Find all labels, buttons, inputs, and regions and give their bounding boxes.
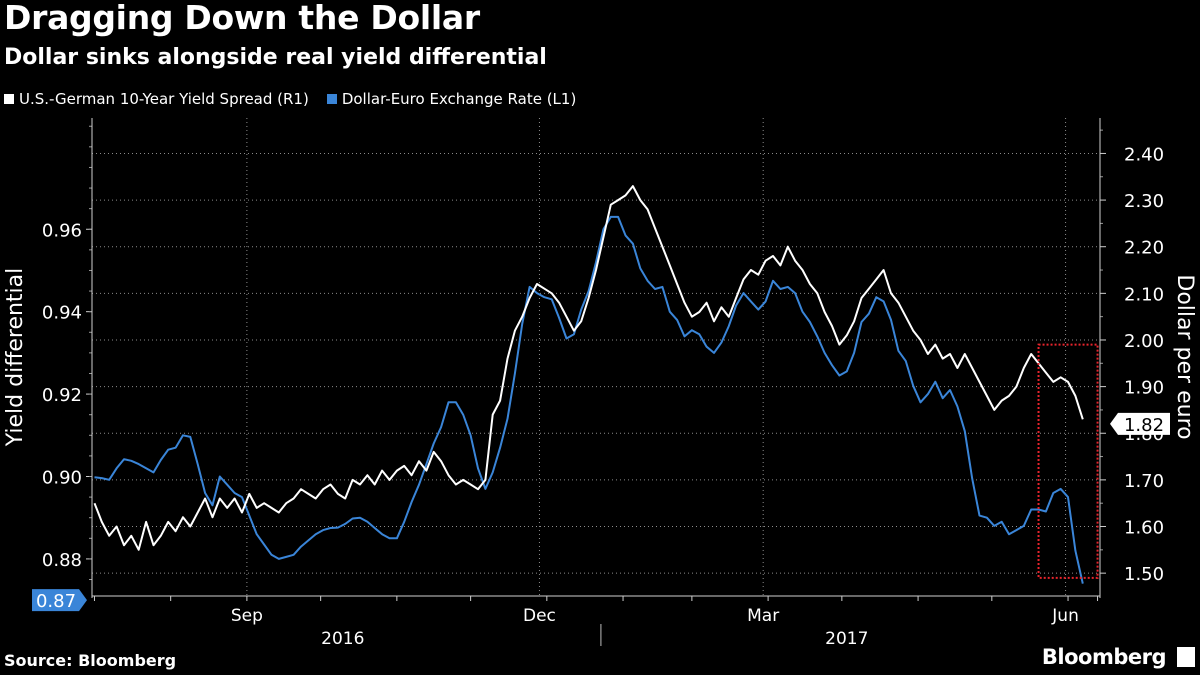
last-value-label-spread: 1.82 — [1124, 415, 1164, 436]
chart-subtitle: Dollar sinks alongside real yield differ… — [4, 45, 547, 70]
brand-logo: Bloomberg — [1041, 645, 1167, 669]
legend-swatch-exchange — [326, 94, 337, 104]
last-value-label-exchange: 0.87 — [36, 591, 76, 612]
x-axis-year-label: 2016 — [321, 629, 364, 649]
last-value-badge-exchange — [32, 589, 87, 612]
x-axis-month-label: Sep — [231, 606, 263, 626]
right-axis-title: Dollar per euro — [1172, 274, 1197, 439]
series-line-yield-spread — [93, 185, 1084, 551]
x-axis-month-label: Dec — [523, 606, 556, 626]
right-axis-tick-label: 1.70 — [1124, 471, 1164, 492]
chart-title: Dragging Down the Dollar — [4, 0, 480, 37]
series-line-exchange-rate — [94, 215, 1084, 584]
legend: U.S.-German 10-Year Yield Spread (R1) Do… — [4, 90, 594, 108]
right-axis-tick-label: 2.10 — [1124, 284, 1164, 305]
x-axis-month-label: Mar — [747, 606, 779, 626]
brand-icon — [1177, 647, 1195, 667]
left-axis-title: Yield differential — [3, 268, 28, 448]
legend-label-exchange: Dollar-Euro Exchange Rate (L1) — [341, 90, 577, 108]
right-axis-tick-label: 2.00 — [1124, 331, 1164, 352]
legend-label-spread: U.S.-German 10-Year Yield Spread (R1) — [19, 90, 309, 108]
left-axis-tick-label: 0.92 — [42, 385, 82, 406]
x-axis-year-label: 2017 — [825, 629, 868, 649]
right-axis-tick-label: 2.30 — [1124, 191, 1164, 212]
legend-swatch-spread — [4, 94, 14, 104]
right-axis-tick-label: 1.90 — [1124, 378, 1164, 399]
x-axis-month-label: Jun — [1051, 606, 1079, 626]
right-axis-tick-label: 1.50 — [1124, 564, 1164, 585]
source-note: Source: Bloomberg — [4, 651, 177, 670]
left-axis-tick-label: 0.96 — [42, 220, 82, 241]
left-axis-tick-label: 0.94 — [42, 303, 82, 324]
highlight-box — [1037, 343, 1099, 579]
legend-item-exchange: Dollar-Euro Exchange Rate (L1) — [326, 90, 577, 108]
right-axis-tick-label: 2.20 — [1124, 238, 1164, 259]
right-axis-tick-label: 1.60 — [1124, 518, 1164, 539]
right-axis-tick-label: 2.40 — [1124, 144, 1164, 165]
left-axis-tick-label: 0.88 — [42, 550, 82, 571]
legend-item-spread: U.S.-German 10-Year Yield Spread (R1) — [4, 90, 309, 108]
last-value-badge-spread — [1110, 412, 1170, 435]
left-axis-tick-label: 0.90 — [42, 468, 82, 489]
